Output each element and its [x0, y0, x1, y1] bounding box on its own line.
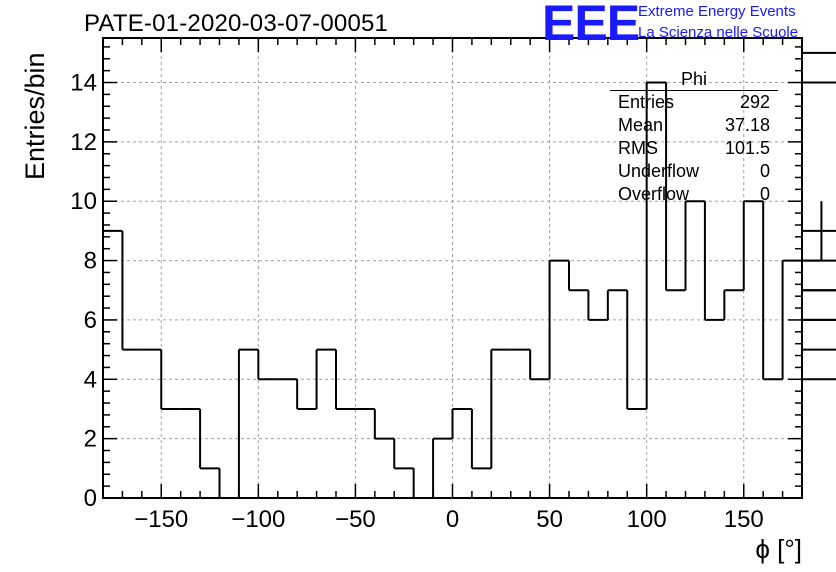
x-tick-label: −100: [231, 506, 285, 533]
logo-line-2: La Scienza nelle Scuole: [638, 24, 799, 41]
x-tick-label: −150: [134, 506, 188, 533]
y-tick-label: 4: [84, 366, 97, 393]
axes: −150 −100 −50 0 50 100 150 0 2 4 6 8 10 12 14: [70, 37, 803, 533]
x-tick-label: 150: [724, 506, 764, 533]
histogram: [103, 51, 836, 499]
y-tick-label: 8: [84, 248, 97, 275]
stats-row: RMS 101.5: [618, 138, 770, 158]
y-axis-label: Entries/bin: [20, 52, 50, 180]
stats-box: Phi Entries 292 Mean 37.18 RMS 101.5 Underf…: [610, 68, 778, 206]
y-tick-label: 0: [84, 485, 97, 512]
y-tick-label: 12: [70, 129, 97, 156]
x-tick-label: 0: [446, 506, 459, 533]
y-tick-label: 2: [84, 426, 97, 453]
x-tick-label: 100: [627, 506, 667, 533]
y-tick-label: 14: [70, 70, 97, 97]
logo-line-1: Extreme Energy Events: [638, 3, 796, 20]
y-tick-label: 6: [84, 307, 97, 334]
y-tick-label: 10: [70, 188, 97, 215]
x-axis-label: ϕ [°]: [755, 534, 802, 564]
stats-row: Entries 292: [618, 92, 770, 112]
stats-name: Phi: [610, 68, 778, 91]
x-tick-label: 50: [536, 506, 563, 533]
x-tick-label: −50: [335, 506, 376, 533]
stats-row: Underflow 0: [618, 161, 770, 181]
eee-logo: EEE: [542, 0, 640, 51]
stats-row: Overflow 0: [618, 184, 770, 204]
stats-row: Mean 37.18: [618, 115, 770, 135]
chart-title: PATE-01-2020-03-07-00051: [84, 10, 389, 37]
